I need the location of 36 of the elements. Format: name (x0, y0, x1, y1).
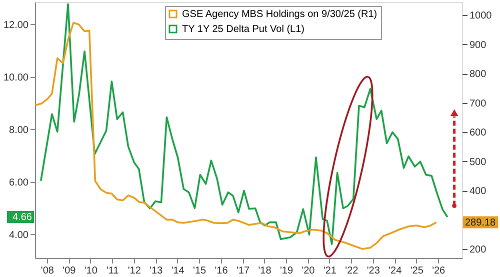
x-tick-label: '14 (171, 266, 185, 276)
y-tick-label: 6.00 (9, 177, 29, 188)
y2-tick-label: 200 (470, 244, 487, 256)
text: 289.18 (465, 217, 496, 228)
x-tick-label: '22 (345, 266, 359, 276)
x-tick-label: '18 (258, 266, 272, 276)
y-tick-label: 12.00 (3, 20, 29, 31)
y-tick-label: 10.00 (3, 72, 29, 84)
x-tick-label: '08 (40, 266, 54, 276)
y-tick-label: 4.00 (9, 230, 29, 241)
y2-tick-label: 700 (470, 98, 487, 110)
x-tick-label: '20 (302, 266, 316, 276)
x-tick-label: '23 (366, 266, 380, 276)
x-tick-label: '25 (410, 266, 424, 276)
x-tick-label: '10 (84, 266, 98, 276)
x-tick-label: '16 (214, 266, 228, 276)
x-tick-label: '09 (62, 266, 76, 276)
x-tick-label: '15 (193, 266, 207, 276)
x-tick-label: '12 (128, 266, 142, 276)
x-tick-label: '24 (388, 266, 402, 276)
text: 4.66 (12, 212, 32, 224)
x-tick-label: '17 (236, 266, 250, 276)
y-tick-label: 8.00 (9, 124, 29, 136)
x-tick-label: '13 (150, 266, 164, 276)
y2-tick-label: 500 (470, 156, 487, 168)
x-tick-label: '19 (280, 266, 294, 276)
y2-tick-label: 900 (470, 40, 487, 51)
x-tick-label: '26 (432, 266, 446, 276)
x-tick-label: '21 (323, 266, 337, 276)
legend-label: GSE Agency MBS Holdings on 9/30/25 (R1) (182, 9, 378, 20)
y2-tick-label: 1000 (470, 10, 492, 22)
x-tick-label: '11 (106, 266, 120, 276)
y2-tick-label: 600 (470, 128, 487, 139)
y2-tick-label: 800 (470, 69, 487, 80)
y2-tick-label: 400 (470, 186, 487, 198)
legend-label: TY 1Y 25 Delta Put Vol (L1) (182, 24, 304, 35)
